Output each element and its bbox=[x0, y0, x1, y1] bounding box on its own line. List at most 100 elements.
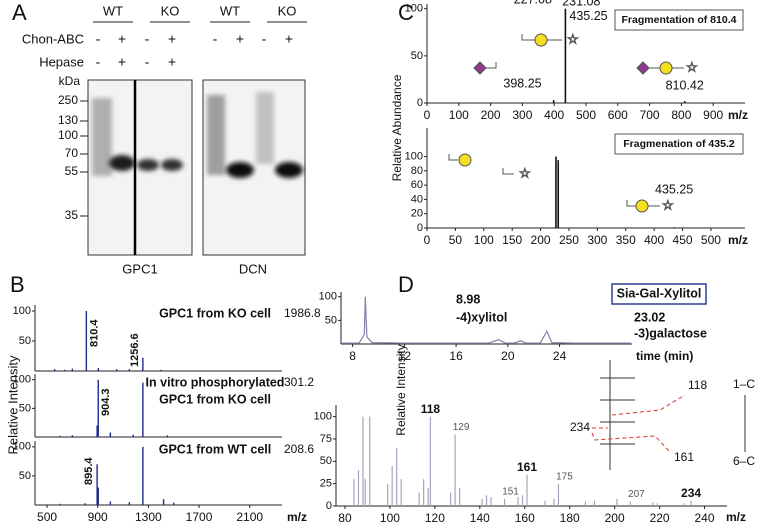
marker-label: 55 bbox=[65, 164, 79, 178]
y-tick-label: 40 bbox=[411, 193, 423, 205]
structure-diagram bbox=[591, 360, 746, 470]
y-tick-label: 50 bbox=[19, 402, 31, 414]
peak-label: 435.25 bbox=[569, 9, 607, 23]
x-axis-label: m/z bbox=[728, 233, 748, 247]
y-tick-label: 100 bbox=[405, 150, 423, 162]
treatment-sign: - bbox=[96, 31, 101, 47]
star-icon: ☆ bbox=[567, 31, 579, 46]
peak-label: 1256.6 bbox=[129, 333, 141, 367]
x-tick-label: 800 bbox=[671, 108, 691, 122]
title-box bbox=[611, 283, 707, 305]
peak-label: 234 bbox=[681, 486, 701, 500]
title-box bbox=[614, 133, 744, 155]
treatment-sign: - bbox=[262, 31, 267, 47]
y-axis-label: Relative Intensity bbox=[394, 344, 408, 435]
x-axis-label: time (min) bbox=[636, 349, 693, 363]
y-tick-label: 100 bbox=[314, 411, 332, 423]
y-tick-label: 60 bbox=[411, 179, 423, 191]
peak-label: 118 bbox=[421, 402, 441, 416]
x-tick-label: 400 bbox=[644, 233, 664, 247]
structure-label: 161 bbox=[674, 450, 694, 464]
y-tick-label: 80 bbox=[411, 165, 423, 177]
y-tick-label: 100 bbox=[13, 441, 31, 453]
star-icon: ☆ bbox=[686, 59, 698, 74]
peak-label: 810.42 bbox=[666, 78, 704, 92]
genotype-label: WT bbox=[220, 3, 240, 18]
x-tick-label: 200 bbox=[481, 108, 501, 122]
structure-label: 6–C bbox=[733, 454, 755, 468]
x-tick-label: 300 bbox=[587, 233, 607, 247]
blot-label: GPC1 bbox=[122, 261, 157, 276]
x-tick-label: 900 bbox=[88, 510, 108, 523]
x-axis-label: m/z bbox=[287, 510, 307, 523]
peak-label: 175 bbox=[556, 471, 573, 482]
marker-unit: kDa bbox=[59, 74, 81, 88]
peak-label: 435.25 bbox=[655, 182, 693, 196]
y-tick-label: 100 bbox=[319, 291, 337, 303]
x-tick-label: 180 bbox=[560, 511, 580, 523]
peak-label: 129 bbox=[453, 422, 470, 433]
spectrum-title: Fragmenation of 435.2 bbox=[623, 138, 735, 150]
x-tick-label: 140 bbox=[470, 511, 490, 523]
x-tick-label: 220 bbox=[650, 511, 670, 523]
x-tick-label: 450 bbox=[673, 233, 693, 247]
blot-label: DCN bbox=[239, 261, 267, 276]
x-tick-label: 100 bbox=[380, 511, 400, 523]
x-tick-label: 200 bbox=[531, 233, 551, 247]
marker-label: 250 bbox=[58, 93, 78, 107]
max-intensity: 301.2 bbox=[284, 375, 314, 389]
title-box bbox=[614, 9, 744, 31]
panel-letter: D bbox=[398, 272, 414, 297]
treatment-sign: - bbox=[96, 54, 101, 70]
x-tick-label: 1300 bbox=[135, 510, 162, 523]
x-tick-label: 500 bbox=[701, 233, 721, 247]
y-tick-label: 100 bbox=[405, 3, 423, 15]
peak-label: 151 bbox=[502, 486, 519, 497]
x-tick-label: 100 bbox=[449, 108, 469, 122]
x-tick-label: 250 bbox=[559, 233, 579, 247]
peak-annotation: 23.02 bbox=[634, 310, 665, 324]
x-tick-label: 24 bbox=[553, 349, 567, 363]
y-tick-label: 0 bbox=[326, 500, 332, 512]
y-tick-label: 100 bbox=[13, 305, 31, 317]
star-icon: ☆ bbox=[662, 197, 674, 212]
treatment-sign: - bbox=[145, 31, 150, 47]
y-tick-label: 75 bbox=[320, 433, 332, 445]
structure-label: 118 bbox=[688, 378, 707, 392]
spectrum-title: In vitro phosphorylated bbox=[146, 375, 285, 389]
treatment-sign: + bbox=[168, 31, 176, 47]
spectrum-title: GPC1 from WT cell bbox=[159, 442, 272, 456]
peak-label: 398.25 bbox=[503, 76, 541, 90]
x-tick-label: 700 bbox=[640, 108, 660, 122]
x-tick-label: 120 bbox=[425, 511, 445, 523]
max-intensity: 208.6 bbox=[284, 442, 314, 456]
spectrum-title: Fragmentation of 810.4 bbox=[622, 14, 737, 26]
x-tick-label: 12 bbox=[398, 349, 412, 363]
peak-annotation: -4)xylitol bbox=[456, 310, 507, 324]
x-tick-label: 20 bbox=[501, 349, 515, 363]
structure-label: 234 bbox=[570, 420, 590, 434]
x-tick-label: 8 bbox=[349, 349, 356, 363]
x-tick-label: 400 bbox=[544, 108, 564, 122]
y-tick-label: 50 bbox=[320, 455, 332, 467]
genotype-label: WT bbox=[103, 3, 123, 18]
genotype-label: KO bbox=[278, 3, 297, 18]
x-tick-label: 350 bbox=[616, 233, 636, 247]
spectrum-title: GPC1 from KO cell bbox=[159, 306, 271, 320]
x-tick-label: 1700 bbox=[186, 510, 213, 523]
peak-label: 231.08 bbox=[562, 0, 600, 8]
blot-gpc1 bbox=[87, 79, 193, 256]
peak-label: 207 bbox=[628, 489, 645, 500]
y-tick-label: 0 bbox=[417, 222, 423, 234]
y-axis-label: Relative Abundance bbox=[390, 74, 404, 181]
x-tick-label: 2100 bbox=[236, 510, 263, 523]
panel-letter: A bbox=[12, 0, 27, 25]
panel-letter: C bbox=[398, 0, 414, 25]
panel-letter: B bbox=[10, 272, 25, 297]
treatment-sign: + bbox=[118, 54, 126, 70]
treatment-sign: + bbox=[285, 31, 293, 47]
glycan-icons: ☆ ☆ ☆ ☆ bbox=[448, 31, 698, 213]
peak-label: 904.3 bbox=[100, 388, 112, 416]
treatment-label: Chon-ABC bbox=[22, 31, 84, 46]
